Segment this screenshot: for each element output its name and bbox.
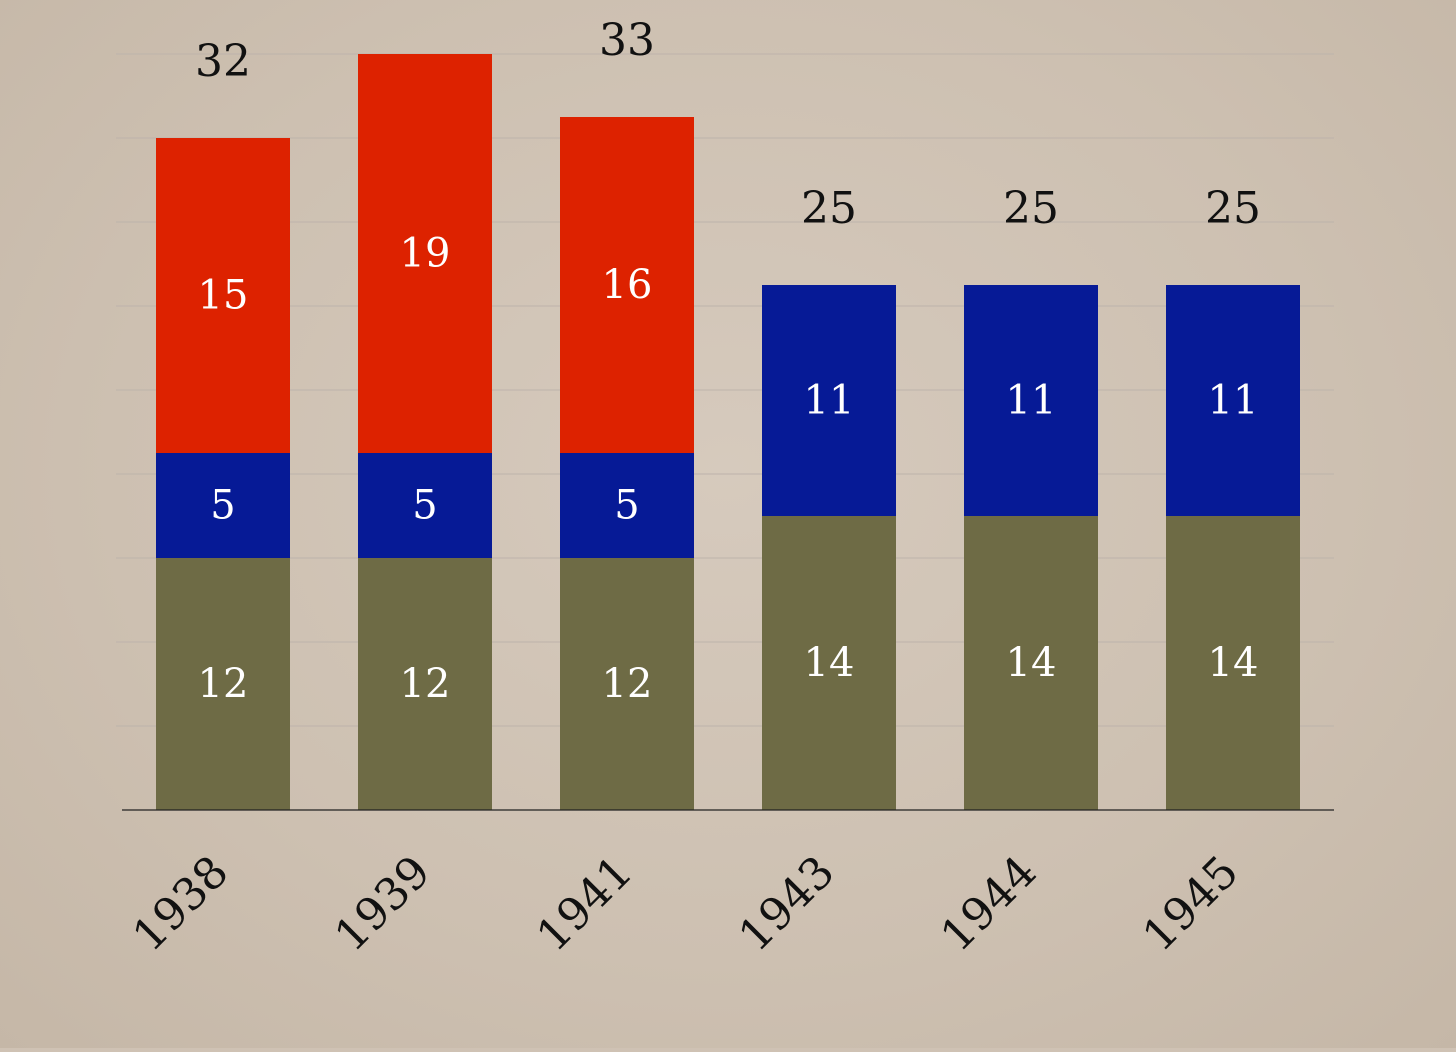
x-tick-label: 1941 [527,846,642,961]
bar-segment [1166,516,1300,810]
segment-value-label: 11 [1208,378,1259,424]
segment-value-label: 5 [210,483,235,529]
bar-segment [1166,285,1300,516]
segment-value-label: 11 [1006,378,1057,424]
bar-segment [762,285,896,516]
x-tick-label: 1943 [729,846,844,961]
segment-value-label: 14 [1006,640,1057,686]
total-value-label: 25 [1205,183,1261,234]
segment-value-label: 19 [400,231,451,277]
value-labels: 12 5 15 32 12 5 19 36 12 5 16 33 14 11 25 14 11 25 14 11 25 [195,0,1261,707]
total-value-label: 25 [801,183,857,234]
bar-segment [762,516,896,810]
bar-segment [964,516,1098,810]
x-tick-label: 1944 [931,846,1046,961]
segment-value-label: 14 [1208,640,1259,686]
segment-value-label: 5 [412,483,437,529]
segment-value-label: 14 [804,640,855,686]
bar-segment [156,138,290,453]
segment-value-label: 5 [614,483,639,529]
segment-value-label: 12 [400,661,451,707]
total-value-label: 32 [195,36,251,87]
x-tick-label: 1945 [1133,846,1248,961]
bar-segment [964,285,1098,516]
bar-segment [156,453,290,558]
segment-value-label: 15 [198,273,249,319]
total-value-label: 36 [397,0,453,3]
x-tick-label: 1939 [325,846,440,961]
bars [156,54,1300,810]
bar-segment [156,558,290,810]
segment-value-label: 12 [602,661,653,707]
x-tick-label: 1938 [123,846,238,961]
x-tick-labels: 1938 1939 1941 1943 1944 1945 [123,846,1248,961]
segment-value-label: 16 [602,262,653,308]
bar-segment [358,54,492,453]
total-value-label: 25 [1003,183,1059,234]
bar-segment [358,453,492,558]
bar-segment [560,453,694,558]
gridlines [116,53,1334,727]
segment-value-label: 12 [198,661,249,707]
segment-value-label: 11 [804,378,855,424]
total-value-label: 33 [599,15,655,66]
bar-segment [560,558,694,810]
bar-segment [560,117,694,453]
bar-segment [358,558,492,810]
